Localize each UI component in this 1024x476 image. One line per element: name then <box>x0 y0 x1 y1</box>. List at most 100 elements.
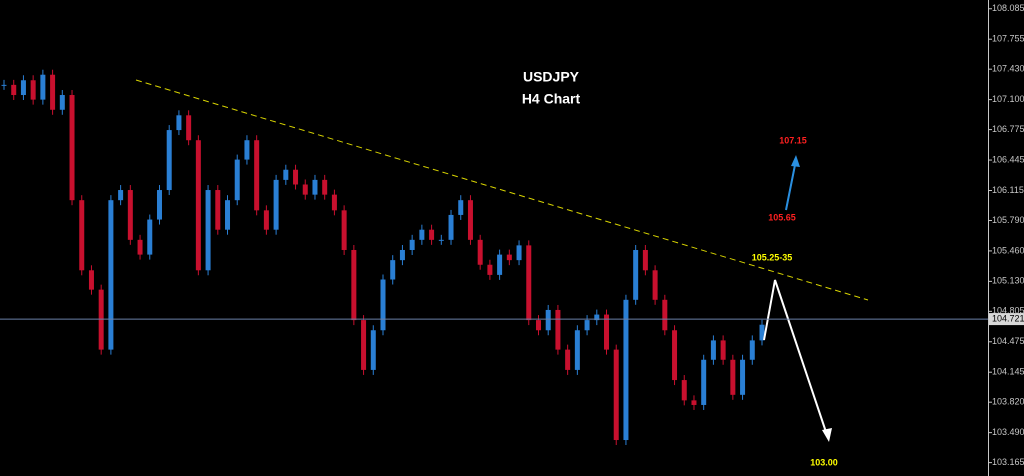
candle-body <box>429 229 435 240</box>
chart-subtitle: H4 Chart <box>522 91 581 107</box>
candle-body <box>79 200 85 271</box>
candle-body <box>604 314 610 350</box>
candle-body <box>487 264 493 275</box>
y-tick-label: 103.490 <box>992 427 1024 437</box>
candle-body <box>273 179 279 230</box>
candle-body <box>156 190 162 220</box>
candle-body <box>283 169 289 180</box>
candle-body <box>681 380 687 401</box>
plot <box>1 69 765 446</box>
candle-body <box>720 340 726 360</box>
y-tick-label: 106.445 <box>992 154 1024 164</box>
candle-body <box>419 229 425 240</box>
y-tick-label: 104.475 <box>992 336 1024 346</box>
candle-body <box>749 340 755 360</box>
candle-body <box>633 249 639 300</box>
y-tick-label: 104.805 <box>992 306 1024 316</box>
arrow-head <box>791 155 800 167</box>
annotation: 107.15 <box>779 135 807 145</box>
candle-body <box>176 115 182 131</box>
annotation: 105.25-35 <box>752 252 793 262</box>
candle-body <box>69 95 75 201</box>
y-tick-label: 107.430 <box>992 64 1024 74</box>
y-tick-label: 105.130 <box>992 276 1024 286</box>
annotation: 103.00 <box>810 457 838 467</box>
candle-body <box>477 239 483 265</box>
candle-body <box>642 249 648 271</box>
candle-body <box>215 190 221 230</box>
candle-body <box>409 239 415 250</box>
candle-body <box>380 279 386 331</box>
candle-body <box>88 270 94 290</box>
trendline <box>135 79 869 301</box>
candle-body <box>584 320 590 331</box>
candle-body <box>225 200 231 230</box>
candle-body <box>234 159 240 201</box>
candle-body <box>147 219 153 255</box>
candle-body <box>390 260 396 280</box>
y-tick-label: 106.775 <box>992 124 1024 134</box>
candle-body <box>137 239 143 255</box>
candle-body <box>526 245 532 321</box>
candle-body <box>399 249 405 261</box>
candle-body <box>293 169 299 185</box>
candle-body <box>555 309 561 350</box>
candle-body <box>331 194 337 211</box>
candle-body <box>574 330 580 370</box>
candle-body <box>108 200 114 350</box>
candle-body <box>535 320 541 331</box>
y-tick-label: 105.460 <box>992 245 1024 255</box>
candle-body <box>759 324 765 341</box>
candle-body <box>730 359 736 395</box>
y-tick-label: 103.820 <box>992 397 1024 407</box>
candle-body <box>497 254 503 275</box>
candle-body <box>516 245 522 261</box>
candle-body <box>351 249 357 321</box>
arrow-down <box>763 279 828 436</box>
candle-body <box>205 190 211 271</box>
candle-body <box>691 400 697 405</box>
candle-body <box>118 190 124 201</box>
arrow-up <box>785 159 797 211</box>
y-tick-label: 107.100 <box>992 94 1024 104</box>
candle-body <box>458 200 464 215</box>
candle-body <box>50 74 56 110</box>
candle-body <box>98 289 104 350</box>
arrow-head <box>822 428 832 442</box>
candle-body <box>613 349 619 441</box>
candle-body <box>11 84 17 96</box>
y-tick-label: 105.790 <box>992 215 1024 225</box>
candle-body <box>254 140 260 211</box>
candle-body <box>710 340 716 360</box>
candle-body <box>59 95 65 110</box>
candle-body <box>302 184 308 195</box>
candle-body <box>361 320 367 370</box>
candle-body <box>623 299 629 441</box>
candle-body <box>672 330 678 381</box>
candle-body <box>20 80 26 96</box>
candle-body <box>186 115 192 141</box>
y-tick-label: 103.165 <box>992 457 1024 467</box>
candle-body <box>322 179 328 195</box>
candle-body <box>127 190 133 240</box>
candle-body <box>312 179 318 195</box>
y-tick-label: 104.145 <box>992 367 1024 377</box>
last-price-label: 104.721 <box>992 313 1024 323</box>
candle-body <box>370 330 376 370</box>
candle-body <box>662 299 668 331</box>
chart-title: USDJPY <box>523 69 580 85</box>
candle-body <box>701 359 707 405</box>
candle-body <box>652 270 658 300</box>
candle-body <box>594 314 600 321</box>
candle-body <box>341 210 347 250</box>
candle-body <box>166 130 172 191</box>
candle-body <box>438 239 444 241</box>
y-tick-label: 108.085 <box>992 3 1024 13</box>
y-tick-label: 106.115 <box>992 185 1024 195</box>
candle-body <box>506 254 512 261</box>
annotation: 105.65 <box>768 212 796 222</box>
candle-body <box>740 359 746 395</box>
